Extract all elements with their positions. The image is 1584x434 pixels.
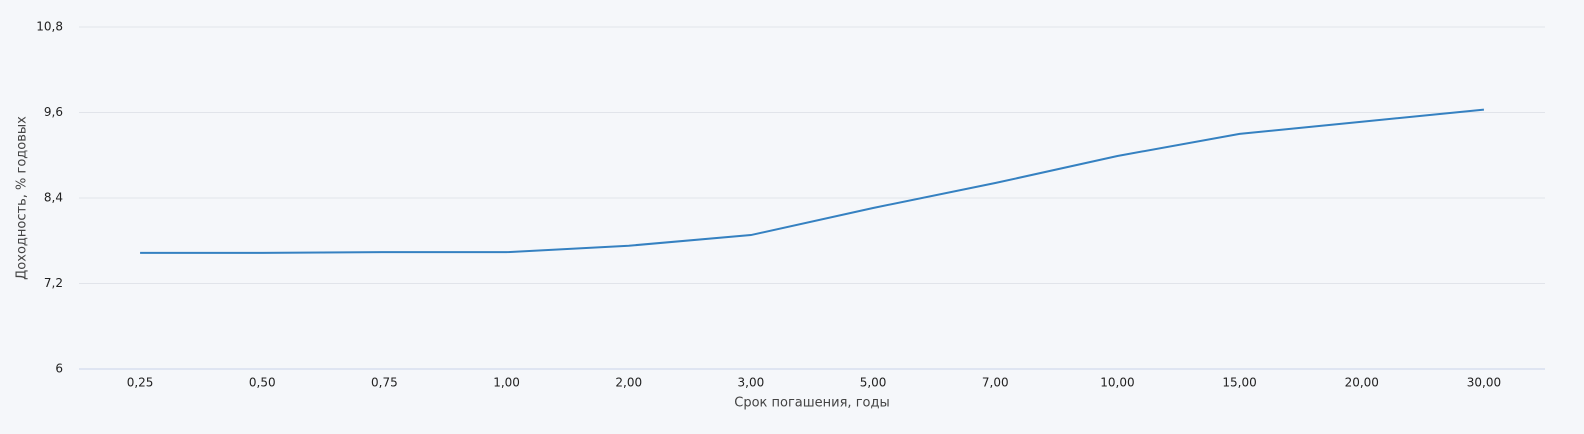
y-tick-label: 8,4 [44, 191, 63, 205]
x-tick-label: 1,00 [493, 376, 520, 390]
x-tick-label: 0,50 [249, 376, 276, 390]
x-tick-label: 10,00 [1100, 376, 1134, 390]
y-tick-label: 9,6 [44, 105, 63, 119]
x-axis-title: Срок погашения, годы [734, 396, 889, 411]
y-axis-title: Доходность, % годовых [15, 116, 30, 280]
x-tick-label: 30,00 [1467, 376, 1501, 390]
y-tick-label: 10,8 [36, 20, 63, 34]
x-tick-label: 2,00 [615, 376, 642, 390]
x-tick-label: 7,00 [982, 376, 1009, 390]
x-tick-label: 0,75 [371, 376, 398, 390]
x-tick-label: 3,00 [738, 376, 765, 390]
y-tick-label: 6 [55, 362, 63, 376]
data-line [140, 108, 1485, 254]
x-tick-label: 0,25 [127, 376, 154, 390]
x-tick-label: 5,00 [860, 376, 887, 390]
x-tick-label: 20,00 [1345, 376, 1379, 390]
x-tick-label: 15,00 [1222, 376, 1256, 390]
y-tick-label: 7,2 [44, 276, 63, 290]
